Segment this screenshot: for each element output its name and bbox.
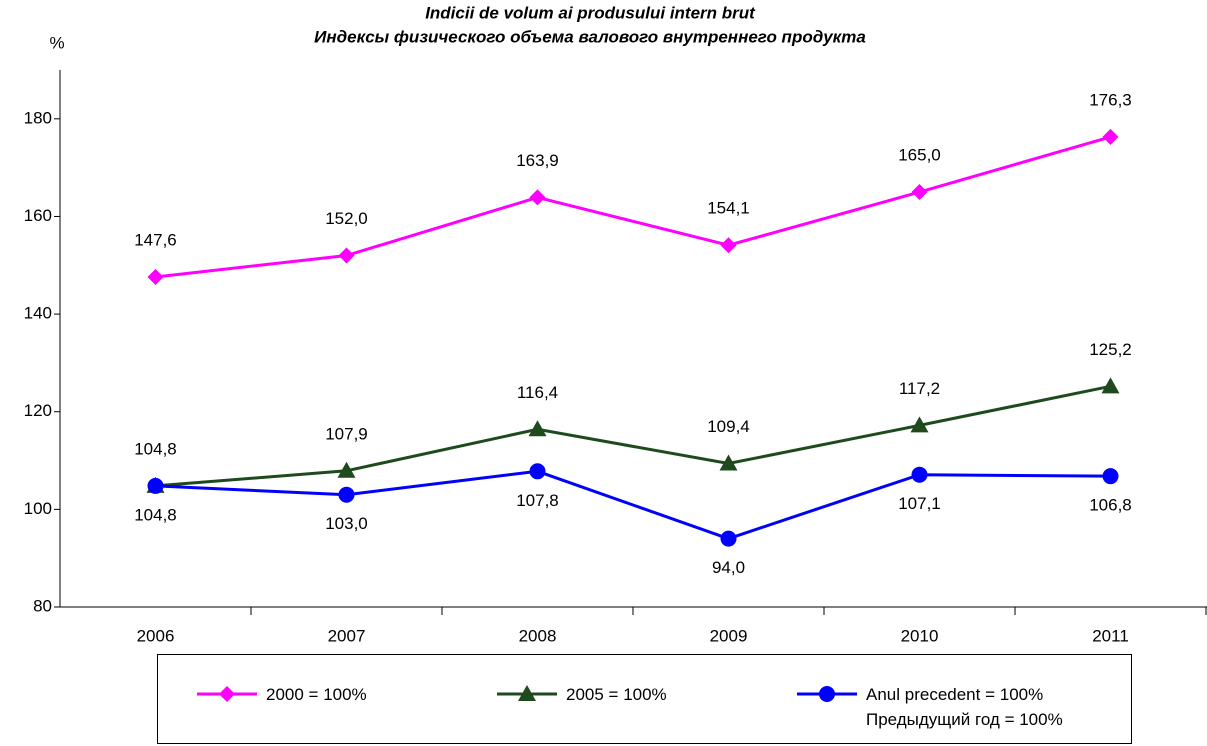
x-tick-label: 2008	[519, 626, 557, 645]
data-point	[1102, 128, 1119, 145]
data-point	[1101, 377, 1120, 394]
legend-entry: 2005 = 100%	[496, 682, 667, 707]
series-line	[155, 469, 1111, 541]
data-label: 116,4	[517, 383, 558, 402]
data-point	[720, 530, 737, 547]
x-tick-label: 2011	[1092, 626, 1129, 645]
data-label: 103,0	[325, 514, 368, 533]
legend-label: 2000 = 100%	[266, 685, 367, 704]
data-point	[529, 463, 546, 480]
data-label: 176,3	[1089, 90, 1132, 109]
y-tick-label: 120	[24, 401, 52, 420]
legend-swatch	[497, 685, 557, 701]
data-point	[529, 189, 546, 206]
data-label: 109,4	[707, 417, 750, 436]
data-point	[720, 237, 737, 254]
x-tick-label: 2009	[710, 626, 748, 645]
series-line	[155, 384, 1111, 488]
data-label: 147,6	[134, 230, 177, 249]
data-label: 106,8	[1089, 496, 1132, 515]
data-point	[719, 454, 738, 471]
data-label: 107,8	[516, 491, 559, 510]
x-tick-label: 2006	[137, 626, 175, 645]
data-point	[911, 466, 928, 483]
y-tick-label: 160	[24, 206, 52, 225]
legend-marker	[219, 686, 235, 702]
y-tick-label: 180	[24, 108, 52, 127]
legend-label: Anul precedent = 100% Предыдущий год = 1…	[866, 685, 1063, 729]
legend-marker	[819, 686, 835, 702]
x-tick-label: 2010	[901, 626, 939, 645]
data-label: 104,8	[134, 439, 177, 458]
data-label: 163,9	[516, 151, 559, 170]
legend-swatch	[197, 686, 257, 702]
data-point	[338, 247, 355, 264]
data-point	[1102, 468, 1119, 485]
data-label: 94,0	[712, 558, 745, 577]
data-label: 107,9	[325, 424, 368, 443]
x-tick-label: 2007	[328, 626, 366, 645]
data-point	[147, 268, 164, 285]
legend: 2000 = 100% 2005 = 100% Anul precedent = 1…	[157, 654, 1132, 744]
data-point	[528, 420, 547, 437]
data-point	[911, 184, 928, 201]
series-line	[155, 135, 1111, 279]
data-label: 154,1	[707, 199, 750, 218]
y-tick-label: 140	[24, 304, 52, 323]
y-axis-label: %	[49, 33, 64, 52]
data-point	[910, 416, 929, 433]
data-point	[337, 461, 356, 478]
legend-entry: Anul precedent = 100% Предыдущий год = 1…	[796, 682, 1063, 732]
chart-title: Indicii de volum ai produsului intern br…	[425, 3, 756, 22]
legend-swatch	[797, 686, 857, 702]
chart-subtitle: Индексы физического объема валового внут…	[314, 27, 866, 46]
y-tick-label: 100	[24, 499, 52, 518]
legend-label: 2005 = 100%	[566, 685, 667, 704]
data-label: 125,2	[1089, 340, 1132, 359]
legend-marker	[518, 685, 536, 701]
data-label: 117,2	[899, 379, 940, 398]
legend-entry: 2000 = 100%	[196, 682, 367, 707]
data-label: 104,8	[134, 505, 177, 524]
data-label: 152,0	[325, 209, 368, 228]
data-label: 107,1	[898, 494, 941, 513]
data-point	[147, 477, 164, 494]
data-point	[338, 486, 355, 503]
y-tick-label: 80	[33, 596, 52, 615]
data-label: 165,0	[898, 146, 941, 165]
